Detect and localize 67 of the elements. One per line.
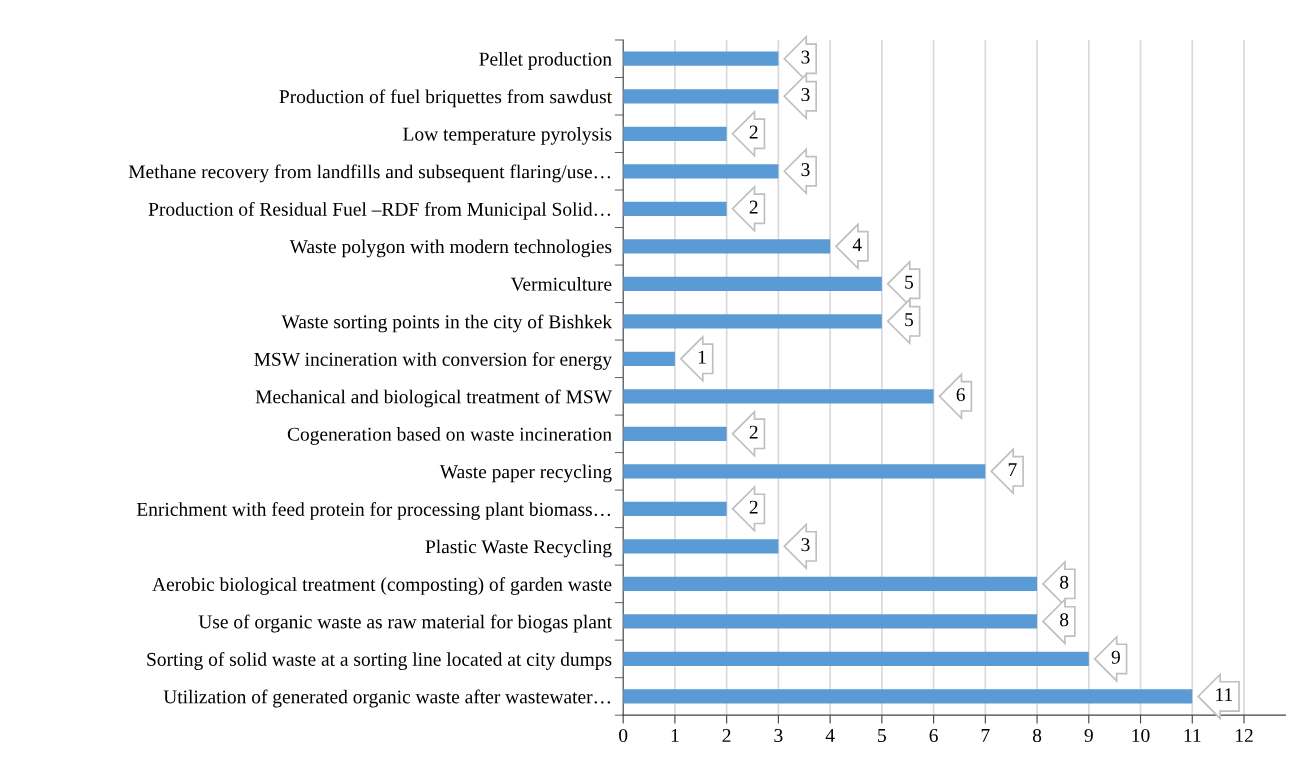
y-tick-label: Cogeneration based on waste incineration xyxy=(287,427,612,445)
bar xyxy=(623,314,882,329)
data-label: 2 xyxy=(749,500,758,514)
bar xyxy=(623,164,779,179)
bar xyxy=(623,351,675,366)
x-tick-label: 2 xyxy=(722,728,731,742)
data-label: 3 xyxy=(801,538,810,552)
bar xyxy=(623,614,1038,629)
data-label: 2 xyxy=(749,125,758,139)
y-tick-label: Use of organic waste as raw material for biogas plant xyxy=(198,614,612,633)
y-tick-label: Mechanical and biological treatment of MSW xyxy=(255,389,613,408)
bar xyxy=(623,239,831,254)
y-tick-label: Low temperature pyrolysis xyxy=(403,127,612,145)
y-tick-label: Production of fuel briquettes from sawdust xyxy=(279,89,612,108)
data-label: 1 xyxy=(698,350,706,364)
x-tick-label: 8 xyxy=(1032,728,1042,743)
y-tick-label: Waste paper recycling xyxy=(439,464,612,483)
y-tick-label: Sorting of solid waste at a sorting line located at city dumps xyxy=(147,652,612,670)
bar xyxy=(623,464,986,479)
data-label: 2 xyxy=(749,200,758,214)
bar xyxy=(623,651,1089,667)
y-tick-label: Aerobic biological treatment (composting) of garden waste xyxy=(152,577,612,595)
y-tick-label: Waste polygon with modern technologies xyxy=(289,239,612,258)
bar xyxy=(623,51,779,66)
data-label: 11 xyxy=(1216,688,1233,702)
y-tick-label: Waste sorting points in the city of Bishkek xyxy=(281,314,613,333)
bar xyxy=(623,201,727,216)
x-tick-label: 11 xyxy=(1184,729,1201,742)
x-tick-label: 7 xyxy=(981,729,990,742)
y-tick-label: MSW incineration with conversion for energy xyxy=(254,351,612,370)
data-label: 3 xyxy=(801,163,810,177)
bar xyxy=(623,426,727,441)
bar xyxy=(623,576,1038,592)
x-tick-label: 4 xyxy=(825,729,835,742)
x-tick-label: 12 xyxy=(1235,728,1253,742)
data-label: 3 xyxy=(801,88,810,102)
data-label: 4 xyxy=(852,238,862,251)
data-label: 9 xyxy=(1111,650,1120,664)
data-label: 2 xyxy=(749,425,758,439)
data-label: 8 xyxy=(1060,613,1069,627)
data-label: 8 xyxy=(1060,575,1069,589)
y-tick-label: Methane recovery from landfills and subsequent flaring/use… xyxy=(128,164,610,183)
y-tick-label: Plastic Waste Recycling xyxy=(425,539,612,558)
y-tick-label: Utilization of generated organic waste after wastewater… xyxy=(163,689,610,708)
x-tick-label: 3 xyxy=(774,728,783,743)
x-tick-label: 0 xyxy=(619,728,628,743)
bar xyxy=(623,276,882,291)
bar xyxy=(623,539,779,554)
bar xyxy=(623,389,934,404)
x-tick-label: 5 xyxy=(878,729,886,743)
x-tick-label: 1 xyxy=(671,729,679,742)
data-label: 6 xyxy=(956,388,965,402)
data-label: 5 xyxy=(905,313,914,327)
x-tick-label: 10 xyxy=(1132,728,1150,743)
data-label: 5 xyxy=(905,275,914,289)
bar xyxy=(623,501,727,516)
y-tick-label: Vermiculture xyxy=(510,277,612,291)
bar xyxy=(623,126,727,141)
bar xyxy=(623,689,1193,704)
data-label: 3 xyxy=(801,50,810,64)
x-tick-label: 9 xyxy=(1084,728,1093,743)
bar xyxy=(623,89,779,104)
x-tick-label: 6 xyxy=(929,728,938,743)
data-label: 7 xyxy=(1008,463,1017,477)
y-tick-label: Production of Residual Fuel –RDF from Municipal Solid… xyxy=(148,201,611,220)
y-tick-label: Pellet production xyxy=(479,52,612,70)
y-tick-label: Enrichment with feed protein for processing plant biomass… xyxy=(136,502,610,520)
